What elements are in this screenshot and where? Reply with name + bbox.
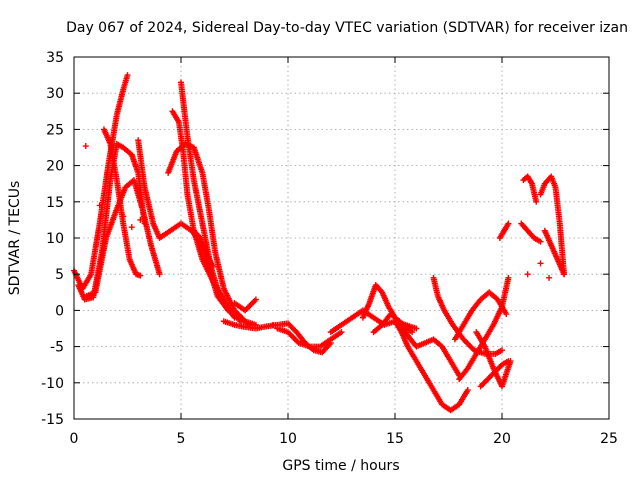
y-tick-label: 10 bbox=[46, 231, 64, 247]
data-point bbox=[82, 143, 89, 150]
y-tick-label: 0 bbox=[55, 303, 64, 319]
data-point bbox=[524, 271, 531, 278]
data-point bbox=[137, 272, 144, 279]
y-tick-label: 35 bbox=[46, 50, 64, 66]
y-tick-label: -5 bbox=[50, 340, 64, 356]
data-point bbox=[409, 329, 416, 336]
y-axis-label: SDTVAR / TECUs bbox=[7, 181, 23, 296]
data-point bbox=[124, 72, 131, 79]
y-tick-label: 30 bbox=[46, 86, 64, 102]
x-tick-label: 0 bbox=[70, 431, 79, 447]
data-points bbox=[71, 72, 568, 414]
data-point bbox=[546, 274, 553, 281]
data-point bbox=[505, 358, 512, 365]
data-point bbox=[120, 213, 127, 220]
axis-ticks bbox=[73, 56, 610, 420]
data-point bbox=[252, 296, 259, 303]
data-point bbox=[537, 260, 544, 267]
data-point bbox=[503, 311, 510, 318]
data-point bbox=[96, 202, 103, 209]
x-tick-label: 15 bbox=[386, 431, 404, 447]
data-point bbox=[505, 220, 512, 227]
x-axis-label: GPS time / hours bbox=[282, 458, 399, 474]
chart-title: Day 067 of 2024, Sidereal Day-to-day VTE… bbox=[66, 20, 628, 36]
data-point bbox=[533, 198, 540, 205]
data-point bbox=[505, 274, 512, 281]
y-tick-label: 25 bbox=[46, 122, 64, 138]
y-tick-label: 20 bbox=[46, 159, 64, 175]
y-tick-label: -10 bbox=[41, 376, 64, 392]
data-point bbox=[338, 329, 345, 336]
data-point bbox=[537, 238, 544, 245]
x-tick-label: 25 bbox=[600, 431, 618, 447]
data-point bbox=[137, 216, 144, 223]
y-tick-label: -15 bbox=[41, 412, 64, 428]
data-point bbox=[270, 321, 277, 328]
data-point bbox=[499, 347, 505, 354]
data-point bbox=[464, 387, 471, 394]
y-tick-labels: -15 -10 -5 0 5 10 15 20 25 30 35 bbox=[41, 50, 64, 428]
x-tick-label: 20 bbox=[493, 431, 511, 447]
data-point bbox=[156, 271, 163, 278]
y-tick-label: 5 bbox=[55, 267, 64, 283]
data-point bbox=[561, 271, 568, 278]
x-tick-labels: 0 5 10 15 20 25 bbox=[70, 431, 618, 447]
y-tick-label: 15 bbox=[46, 195, 64, 211]
x-tick-label: 10 bbox=[279, 431, 297, 447]
data-point bbox=[413, 325, 420, 332]
data-point bbox=[128, 224, 135, 231]
x-tick-label: 5 bbox=[177, 431, 186, 447]
